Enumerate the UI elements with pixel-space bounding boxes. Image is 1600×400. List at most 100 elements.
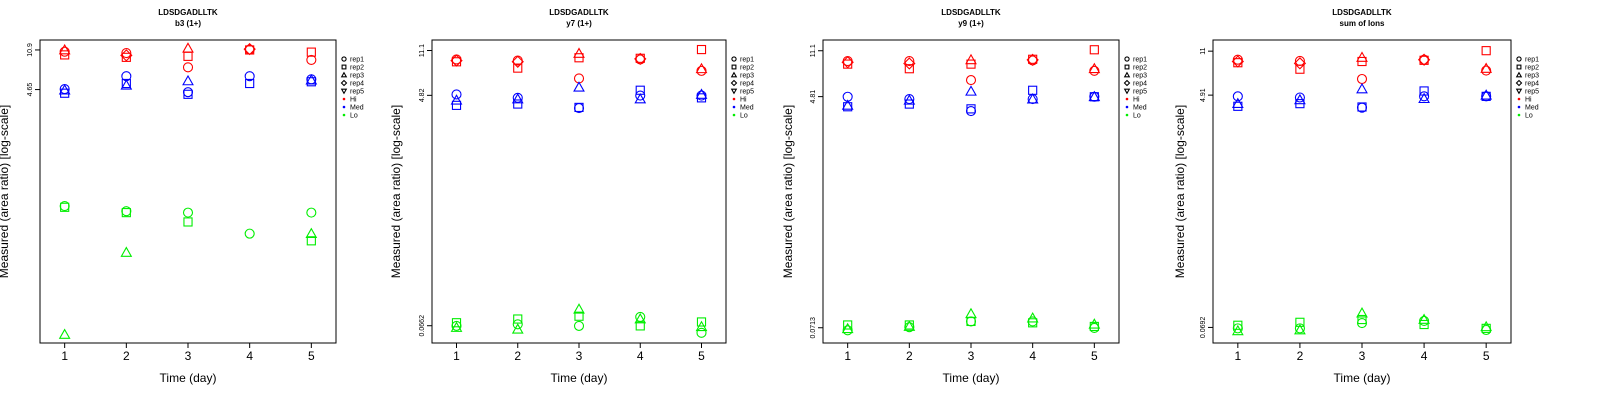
data-point <box>965 316 977 327</box>
data-point <box>573 320 585 331</box>
x-tick-label: 5 <box>1091 349 1098 363</box>
data-point <box>183 89 193 99</box>
data-point <box>1294 92 1305 103</box>
legend-marker-rep5 <box>1123 88 1131 95</box>
x-tick-label: 4 <box>1029 349 1036 363</box>
x-axis-label: Time (day) <box>943 371 1000 385</box>
data-point <box>58 43 71 55</box>
x-axis-label: Time (day) <box>1334 371 1391 385</box>
legend-dot-med <box>1517 105 1521 109</box>
legend-label: rep5 <box>350 89 364 96</box>
legend-marker-rep2 <box>731 64 737 70</box>
legend-label: rep4 <box>1525 81 1539 88</box>
data-point <box>305 227 318 239</box>
x-tick-label: 1 <box>844 349 851 363</box>
legend-label: rep1 <box>740 57 754 64</box>
data-point <box>306 54 317 65</box>
legend-label: Hi <box>350 97 357 104</box>
legend-label: rep3 <box>350 73 364 80</box>
legend-dot-hi <box>1517 97 1521 101</box>
legend-label: Med <box>350 105 364 112</box>
legend-label: rep5 <box>740 89 754 96</box>
legend-label: Lo <box>740 113 748 120</box>
legend-dot-hi <box>1125 97 1129 101</box>
x-tick-label: 4 <box>1421 349 1428 363</box>
y-tick-label: 10.9 <box>27 43 34 57</box>
data-point <box>182 62 194 73</box>
data-point <box>511 55 524 68</box>
data-point <box>1233 320 1243 330</box>
chart-panel-4: LDSDGADLLTK sum of Ions 1 2 3 4 5 Time (day) 11 4… <box>1173 8 1539 385</box>
data-point <box>903 57 916 70</box>
legend-label: rep3 <box>740 73 754 80</box>
x-tick-label: 3 <box>576 349 583 363</box>
series-med <box>58 71 318 99</box>
data-point <box>183 51 193 61</box>
data-point <box>903 320 916 331</box>
data-point <box>1295 64 1305 74</box>
legend-label: rep2 <box>740 65 754 72</box>
x-axis-label: Time (day) <box>160 371 217 385</box>
data-point <box>244 71 255 82</box>
legend-dot-hi <box>342 97 346 101</box>
x-tick-label: 2 <box>514 349 521 363</box>
data-point <box>696 317 707 327</box>
data-point <box>903 94 916 105</box>
legend-label: rep2 <box>350 65 364 72</box>
data-point <box>965 85 977 96</box>
y-tick-label: 0.0692 <box>1200 317 1207 339</box>
legend-dot-hi <box>732 97 736 101</box>
chart-title: LDSDGADLLTK <box>549 8 609 17</box>
data-point <box>513 314 523 324</box>
data-point <box>1481 65 1492 76</box>
data-point <box>696 65 707 76</box>
y-tick-label: 11.1 <box>419 44 426 57</box>
legend-marker-rep5 <box>340 88 348 95</box>
x-tick-label: 2 <box>1297 349 1304 363</box>
data-point <box>1231 55 1245 68</box>
data-point <box>1480 320 1493 332</box>
legend-label: Med <box>1525 105 1539 112</box>
x-tick-label: 3 <box>185 349 192 363</box>
data-point <box>1480 62 1493 73</box>
y-axis-label: Measured (area ratio) [log-scale] <box>781 105 795 278</box>
y-axis-label: Measured (area ratio) [log-scale] <box>1173 105 1187 278</box>
legend-marker-rep2 <box>1516 64 1522 70</box>
y-tick-label: 11.1 <box>810 44 817 57</box>
legend-label: rep2 <box>1525 65 1539 72</box>
data-point <box>1026 93 1039 104</box>
data-point <box>695 62 708 74</box>
data-point <box>1089 65 1100 76</box>
legend-label: rep4 <box>740 81 754 88</box>
series-med <box>1231 82 1493 113</box>
data-point <box>573 47 585 58</box>
data-point <box>843 320 853 330</box>
data-point <box>634 52 647 66</box>
data-point <box>635 321 645 331</box>
data-point <box>512 319 523 330</box>
legend-label: rep2 <box>1133 65 1147 72</box>
data-point <box>450 94 463 105</box>
data-point <box>1232 91 1243 102</box>
data-point <box>696 327 707 338</box>
data-point <box>635 53 645 63</box>
data-point <box>1357 102 1367 112</box>
y-tick-label: 0.0713 <box>810 317 817 339</box>
y-tick-label: 11 <box>1200 47 1207 54</box>
data-point <box>574 102 584 113</box>
legend-label: rep4 <box>350 81 364 88</box>
chart-panel-2: LDSDGADLLTK y7 (1+) 1 2 3 4 5 Time (day) 11.1 4.8… <box>389 8 754 385</box>
data-point <box>1028 318 1038 328</box>
data-point <box>1356 82 1368 94</box>
data-point <box>183 217 193 227</box>
legend-label: rep1 <box>350 57 364 64</box>
data-point <box>635 90 646 101</box>
data-point <box>965 105 977 117</box>
x-tick-label: 5 <box>1483 349 1490 363</box>
legend-marker-rep3 <box>1123 71 1131 78</box>
legend-dot-lo <box>732 113 736 117</box>
data-point <box>243 42 256 56</box>
data-point <box>1231 324 1244 336</box>
